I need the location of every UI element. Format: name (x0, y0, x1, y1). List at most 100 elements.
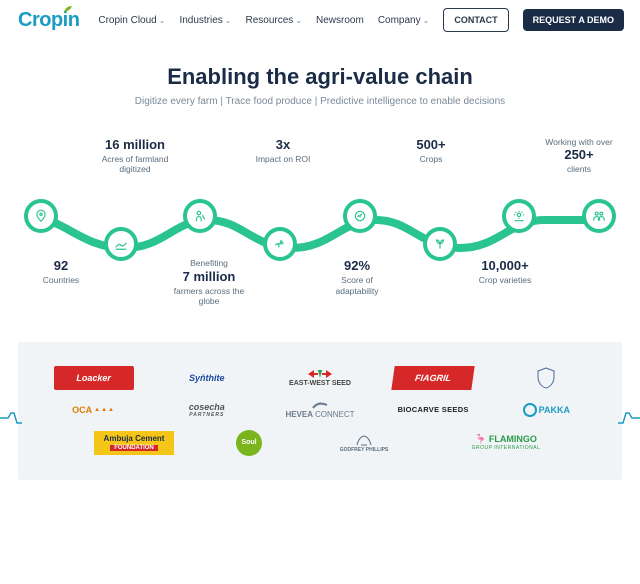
sprout-icon (433, 237, 447, 251)
nav-newsroom[interactable]: Newsroom (316, 15, 364, 26)
people-icon (592, 209, 606, 223)
stat-value: 16 million (98, 137, 172, 152)
leaf-icon (63, 5, 73, 13)
connector-right-icon (618, 411, 640, 425)
stat-label: Score of adaptability (320, 275, 394, 295)
stat-label: Crops (394, 154, 468, 164)
partner-label: GODFREY PHILLIPS (340, 447, 389, 453)
icon-chain (24, 182, 616, 250)
stat-value: 3x (246, 137, 320, 152)
hero-subtitle: Digitize every farm | Trace food produce… (20, 96, 620, 107)
stat-acres: 16 million Acres of farmland digitized (98, 137, 172, 174)
stat-placeholder (24, 137, 98, 174)
analytics-icon (353, 209, 367, 223)
partner-logo-biocarve: BIOCARVE SEEDS (393, 398, 473, 422)
partner-label-sub: CONNECT (315, 410, 355, 419)
site-header: Cropin Cropin Cloud⌄ Industries⌄ Resourc… (0, 0, 640, 38)
partner-label: EAST-WEST SEED (289, 380, 351, 387)
chevron-down-icon: ⌄ (423, 16, 430, 25)
partner-logo-oca: OCA▲▲▲ (54, 398, 134, 422)
stat-clients: Working with over 250+ clients (542, 137, 616, 174)
partner-label: Ambuja Cement (104, 435, 165, 443)
stat-label: Acres of farmland digitized (98, 154, 172, 174)
stat-placeholder (172, 137, 246, 174)
nav-label: Resources (246, 15, 294, 26)
partners-row: OCA▲▲▲ cosecha PARTNERS HEVEA CONNECT BI… (42, 398, 598, 422)
partner-label-sub: PARTNERS (189, 412, 224, 418)
partner-logo-fiagril: FIAGRIL (391, 366, 474, 390)
stat-placeholder (542, 258, 616, 306)
primary-nav: Cropin Cloud⌄ Industries⌄ Resources⌄ New… (98, 8, 624, 32)
stat-countries: 92 Countries (24, 258, 98, 306)
stat-label: Crop varieties (468, 275, 542, 285)
partner-label-sub: A (86, 405, 93, 415)
stat-label: Countries (24, 275, 98, 285)
partners-row: Loacker Syňthite EAST-WEST SEED FIAGRIL (42, 366, 598, 390)
chain-node-field (104, 227, 138, 261)
stat-crops: 500+ Crops (394, 137, 468, 174)
farmer-icon (193, 209, 207, 223)
partner-logo-soul: Soul (236, 430, 262, 456)
nav-industries[interactable]: Industries⌄ (179, 15, 231, 26)
partner-label: HEVEA (285, 410, 312, 419)
nav-label: Cropin Cloud (98, 15, 156, 26)
partner-label: OC (72, 405, 86, 415)
partner-logo-hevea: HEVEA CONNECT (280, 398, 360, 422)
nav-label: Company (378, 15, 421, 26)
partners-panel: Loacker Syňthite EAST-WEST SEED FIAGRIL … (18, 342, 622, 480)
swoosh-icon (312, 400, 328, 410)
stat-placeholder (394, 258, 468, 306)
stat-value: 7 million (172, 269, 246, 284)
partner-logo-ambuja: Ambuja Cement FOUNDATION (94, 431, 174, 455)
partner-logo-cosecha: cosecha PARTNERS (167, 398, 247, 422)
stat-value: 500+ (394, 137, 468, 152)
stat-placeholder (468, 137, 542, 174)
map-pin-icon (34, 209, 48, 223)
sun-field-icon (512, 209, 526, 223)
request-demo-button[interactable]: REQUEST A DEMO (523, 9, 624, 31)
chevron-down-icon: ⌄ (159, 16, 166, 25)
circle-icon (523, 403, 537, 417)
chevron-down-icon: ⌄ (295, 16, 302, 25)
stat-value: 92% (320, 258, 394, 273)
connector-left-icon (0, 411, 22, 425)
stats-row-top: 16 million Acres of farmland digitized 3… (24, 137, 616, 174)
chain-node-sprout (423, 227, 457, 261)
stat-adaptability: 92% Score of adaptability (320, 258, 394, 306)
partner-logo-pakka: PAKKA (506, 398, 586, 422)
contact-button[interactable]: CONTACT (443, 8, 508, 32)
hand-seed-icon (273, 237, 287, 251)
arrows-icon (306, 368, 334, 380)
dots-icon: ▲▲▲ (94, 407, 115, 413)
field-icon (114, 237, 128, 251)
crest-icon (536, 367, 556, 389)
chevron-down-icon: ⌄ (225, 16, 232, 25)
partner-logo-eastwest: EAST-WEST SEED (280, 366, 360, 390)
stat-label: Impact on ROI (246, 154, 320, 164)
hero-section: Enabling the agri-value chain Digitize e… (0, 64, 640, 107)
stat-roi: 3x Impact on ROI (246, 137, 320, 174)
partner-label-sub: FOUNDATION (110, 445, 158, 451)
nav-company[interactable]: Company⌄ (378, 15, 430, 26)
partner-logo-godfrey: GODFREY PHILLIPS (324, 431, 404, 455)
partners-section: Loacker Syňthite EAST-WEST SEED FIAGRIL … (18, 342, 622, 480)
partner-label: PAKKA (539, 405, 570, 415)
stat-label: farmers across the globe (172, 286, 246, 306)
stat-label-pre: Working with over (542, 137, 616, 147)
stat-placeholder (98, 258, 172, 306)
stats-section: 16 million Acres of farmland digitized 3… (0, 137, 640, 306)
partner-logo-crest (506, 366, 586, 390)
stat-varieties: 10,000+ Crop varieties (468, 258, 542, 306)
stat-value: 92 (24, 258, 98, 273)
chain-node-analytics (343, 199, 377, 233)
stats-row-bottom: 92 Countries Benefiting 7 million farmer… (24, 258, 616, 306)
nav-cropin-cloud[interactable]: Cropin Cloud⌄ (98, 15, 165, 26)
stat-placeholder (246, 258, 320, 306)
partner-logo-loacker: Loacker (54, 366, 134, 390)
nav-label: Industries (179, 15, 222, 26)
partners-row: Ambuja Cement FOUNDATION Soul GODFREY PH… (42, 430, 598, 456)
stat-label-pre: Benefiting (172, 258, 246, 268)
nav-resources[interactable]: Resources⌄ (246, 15, 303, 26)
partner-label: FLAMINGO (489, 434, 537, 444)
brand-logo[interactable]: Cropin (18, 9, 79, 32)
